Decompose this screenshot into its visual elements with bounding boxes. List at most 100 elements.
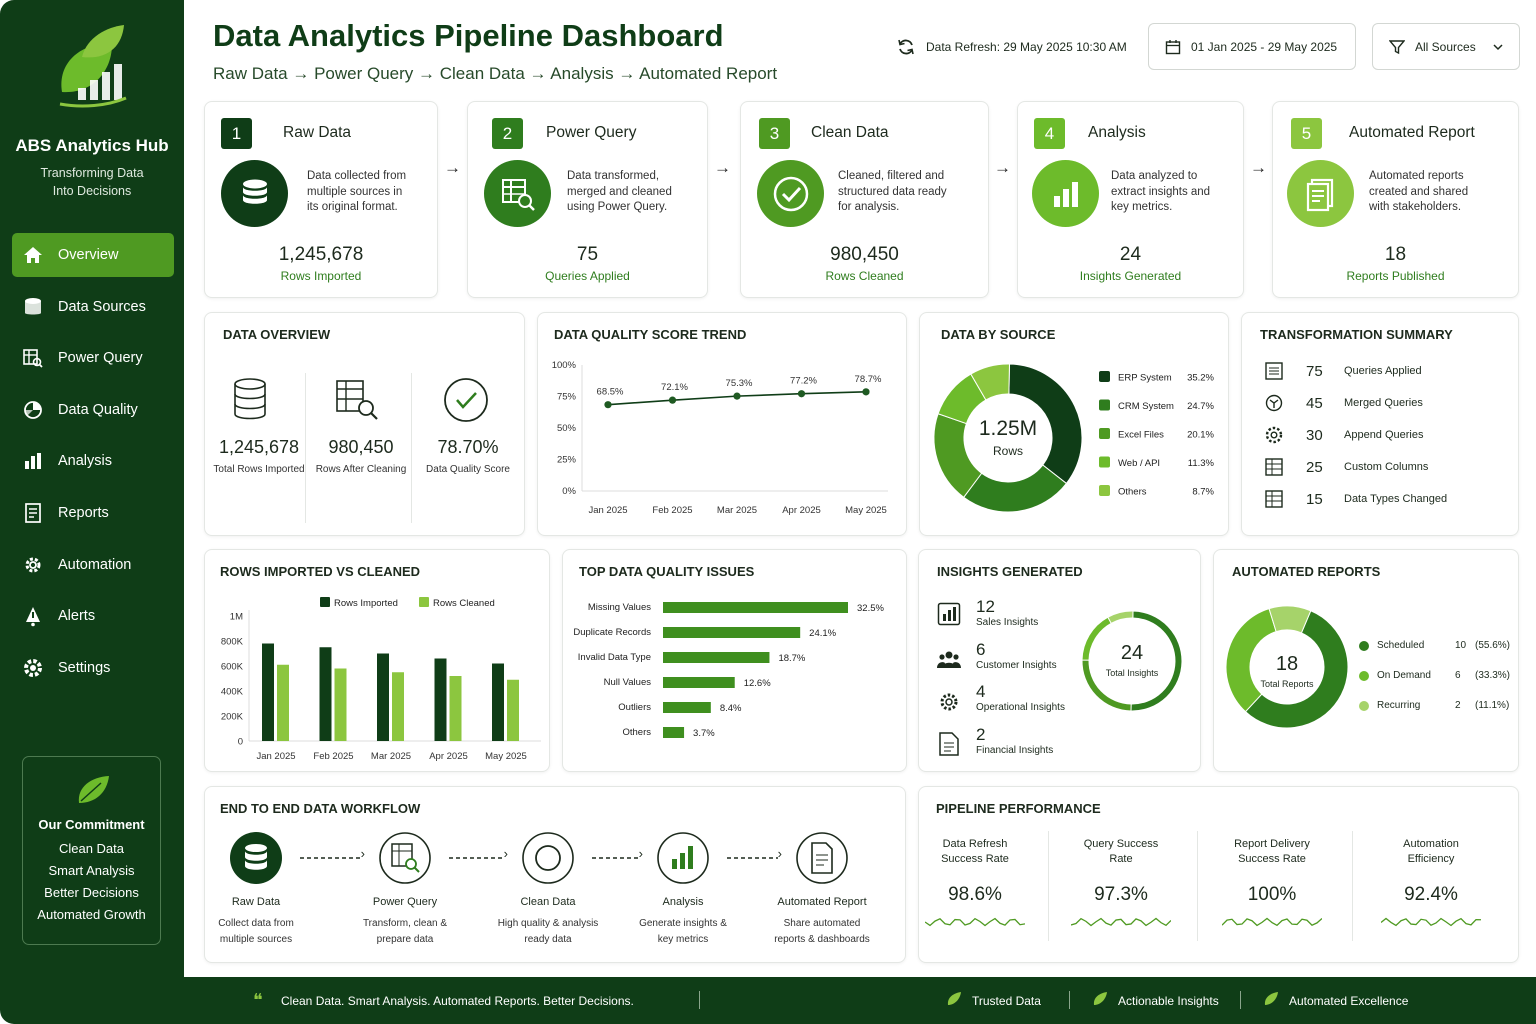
- data-label: 75.3%: [726, 378, 753, 389]
- sidebar-item-reports[interactable]: Reports: [12, 491, 174, 535]
- bar: [377, 653, 389, 741]
- quality-trend-card: DATA QUALITY SCORE TREND 0% 25% 50% 75% 100%…: [537, 312, 907, 536]
- donut-center: 18 Total Reports: [1260, 653, 1314, 689]
- card-title: ROWS IMPORTED VS CLEANED: [220, 564, 421, 579]
- rows-bar-chart: 0 200K 400K 600K 800K 1M Rows Imported Rows Cle…: [221, 597, 541, 762]
- y-tick-label: 100%: [552, 360, 577, 371]
- workflow-step[interactable]: Automated Report Share automated reports &…: [762, 831, 882, 948]
- step-card-analysis[interactable]: 4 Analysis Data analyzed to extract insig…: [1017, 101, 1244, 298]
- sidebar-item-data-quality[interactable]: Data Quality: [12, 388, 174, 432]
- bar-chart-icon: [1032, 160, 1099, 227]
- metric-label: Success Rate: [941, 853, 1009, 865]
- bar: [434, 658, 447, 741]
- transformation-summary-card: TRANSFORMATION SUMMARY 75 Queries Applied…: [1241, 312, 1519, 536]
- step-description: Data collected from multiple sources in it…: [307, 170, 407, 213]
- sidebar-item-automation[interactable]: Automation: [12, 543, 174, 587]
- quality-trend-chart: 0% 25% 50% 75% 100% 68.5% Jan 2025 72.1% Feb 202…: [552, 360, 888, 516]
- gear-icon: [25, 557, 41, 573]
- reports-donut-chart: [1225, 605, 1349, 729]
- bar: [663, 652, 770, 663]
- legend-label: ERP System: [1118, 373, 1172, 384]
- value-label: 24.1%: [809, 628, 836, 639]
- insight-item: 2 Financial Insights: [976, 725, 1054, 756]
- insight-item: 6 Customer Insights: [976, 640, 1057, 671]
- step-card-automated-report[interactable]: 5 Automated Report Automated reports crea…: [1272, 101, 1519, 298]
- date-range-picker[interactable]: 01 Jan 2025 - 29 May 2025: [1148, 23, 1356, 70]
- leaf-icon: [946, 991, 962, 1010]
- category-label: Duplicate Records: [573, 627, 651, 638]
- y-tick-label: 25%: [557, 455, 577, 466]
- sidebar-item-analysis[interactable]: Analysis: [12, 439, 174, 483]
- performance-metric: Automation Efficiency 92.4%: [1371, 837, 1491, 935]
- sidebar-item-alerts[interactable]: Alerts: [12, 594, 174, 638]
- bar: [663, 677, 735, 688]
- chevron-down-icon: [1493, 43, 1503, 50]
- value-label: 18.7%: [778, 653, 805, 664]
- workflow-step-desc: Generate insights & key metrics: [639, 918, 727, 945]
- workflow-step-desc: High quality & analysis ready data: [497, 918, 599, 945]
- sales-chart-icon: [937, 602, 961, 626]
- sidebar-item-overview[interactable]: Overview: [12, 233, 174, 277]
- step-title: Raw Data: [283, 124, 352, 141]
- dashed-arrow-icon: ›: [449, 846, 508, 861]
- divider: [1196, 831, 1198, 941]
- y-tick-label: 50%: [557, 423, 577, 434]
- leaf-icon: [1092, 991, 1108, 1010]
- card-title: DATA OVERVIEW: [223, 327, 331, 342]
- date-range-value: 01 Jan 2025 - 29 May 2025: [1191, 39, 1338, 54]
- metric-label: Report Delivery: [1234, 838, 1310, 850]
- overview-stat: 980,450 Rows After Cleaning: [315, 437, 407, 475]
- donut-slice: [970, 363, 1010, 401]
- legend-swatch: [1099, 456, 1110, 468]
- sidebar-item-label: Analysis: [58, 453, 112, 470]
- category-label: Outliers: [618, 702, 651, 713]
- database-icon: [25, 297, 41, 315]
- sidebar-item-label: Data Sources: [58, 298, 146, 315]
- metric-value: 100%: [1247, 884, 1297, 905]
- category-label: Others: [622, 727, 651, 738]
- value-label: 32.5%: [857, 603, 884, 614]
- metric-label: Efficiency: [1407, 853, 1455, 865]
- category-label: Missing Values: [588, 602, 651, 613]
- step-value-label: Rows Imported: [280, 269, 362, 283]
- page-title: Data Analytics Pipeline Dashboard: [213, 18, 724, 53]
- arrow-right-icon: →: [1250, 158, 1267, 177]
- step-card-clean-data[interactable]: 3 Clean Data Cleaned, filtered and struct…: [740, 101, 989, 298]
- sidebar-item-power-query[interactable]: Power Query: [12, 336, 174, 380]
- data-by-source-card: DATA BY SOURCE ERP System 35.2% CRM System…: [919, 312, 1229, 536]
- sidebar-item-settings[interactable]: Settings: [12, 646, 174, 690]
- workflow-step[interactable]: Raw Data Collect data from multiple source…: [196, 831, 316, 948]
- refresh-status[interactable]: Data Refresh: 29 May 2025 10:30 AM: [896, 37, 1127, 57]
- source-filter-select[interactable]: All Sources: [1372, 23, 1520, 70]
- sidebar-item-data-sources[interactable]: Data Sources: [12, 285, 174, 329]
- step-title: Analysis: [1088, 124, 1146, 141]
- brand-tagline: Transforming Data Into Decisions: [40, 166, 144, 198]
- legend-label: Web / API: [1118, 458, 1160, 469]
- workflow-step[interactable]: Analysis Generate insights & key metrics: [623, 831, 743, 948]
- report-icon: [796, 832, 848, 884]
- transform-row: 25 Custom Columns: [1264, 457, 1428, 477]
- metric-label: Query Success: [1083, 838, 1159, 850]
- y-tick-label: 1M: [230, 612, 243, 623]
- rows-chart-card: ROWS IMPORTED VS CLEANED 0 200K 400K 600K 80…: [204, 549, 550, 772]
- y-tick-label: 800K: [221, 637, 244, 648]
- workflow-step[interactable]: Clean Data High quality & analysis ready d…: [488, 831, 608, 948]
- arrow-right-icon: →: [994, 158, 1011, 177]
- step-card-raw-data[interactable]: 1 Raw Data Data collected from multiple s…: [204, 101, 438, 298]
- sparkline: [924, 917, 1026, 927]
- brand-name: ABS Analytics Hub: [15, 136, 169, 155]
- step-value-label: Queries Applied: [545, 269, 630, 283]
- workflow-step[interactable]: Power Query Transform, clean & prepare dat…: [345, 831, 465, 948]
- legend-swatch: [1099, 399, 1110, 411]
- step-card-power-query[interactable]: 2 Power Query Data transformed, merged an…: [467, 101, 708, 298]
- divider: [1048, 831, 1049, 941]
- transform-row: 75 Queries Applied: [1264, 361, 1422, 381]
- bar: [392, 672, 404, 741]
- metric-label: Success Rate: [1238, 853, 1306, 865]
- metric-label: Automation: [1403, 838, 1459, 850]
- metric-value: 97.3%: [1094, 884, 1148, 905]
- insights-card: INSIGHTS GENERATED 12 Sales Insights 6 Cus…: [918, 549, 1201, 772]
- bar: [663, 702, 711, 713]
- value-label: 8.4%: [720, 703, 742, 714]
- quality-icon: [24, 400, 42, 419]
